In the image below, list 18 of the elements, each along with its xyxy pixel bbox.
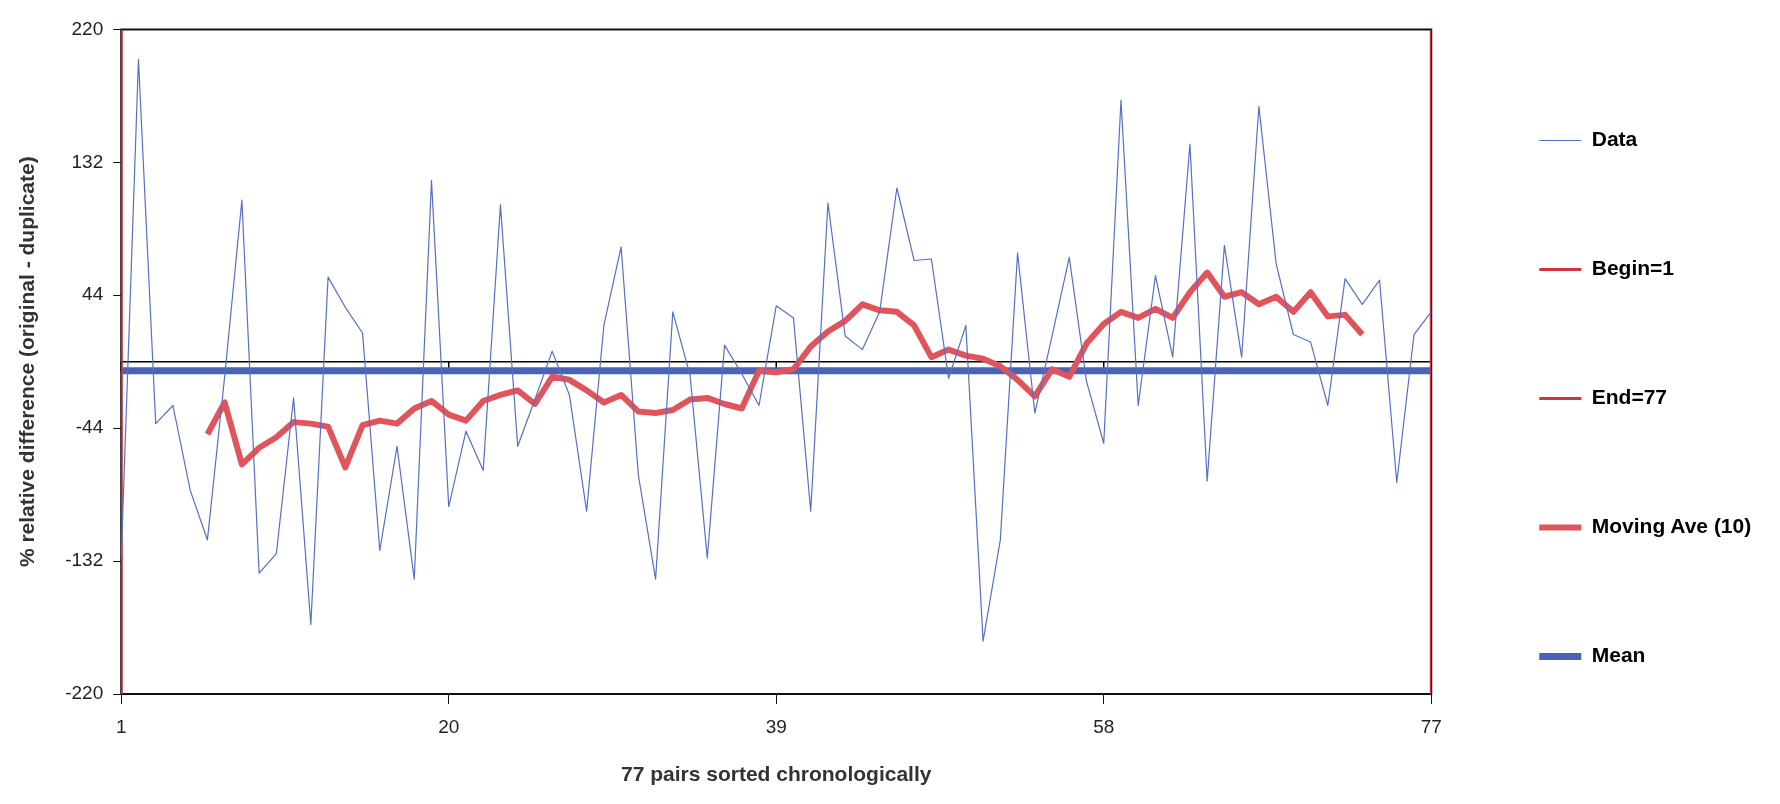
y-tick-label: 44 <box>82 283 104 305</box>
legend-label: End=77 <box>1591 385 1668 409</box>
x-tick-label: 58 <box>1093 715 1115 737</box>
legend-label: Mean <box>1591 643 1646 667</box>
legend-label: Begin=1 <box>1591 256 1675 280</box>
y-tick-label: -132 <box>65 549 104 571</box>
x-tick-label: 77 <box>1420 715 1442 737</box>
legend-label: Data <box>1591 127 1638 151</box>
y-tick-label: -220 <box>65 682 104 704</box>
x-tick-label: 1 <box>115 715 127 737</box>
x-axis-title: 77 pairs sorted chronologically <box>621 762 932 786</box>
y-tick-label: 220 <box>71 17 104 39</box>
x-tick-label: 39 <box>765 715 787 737</box>
y-axis-title: % relative difference (original - duplicate) <box>15 156 39 568</box>
x-tick-label: 20 <box>438 715 460 737</box>
y-tick-label: -44 <box>75 416 104 438</box>
legend-label: Moving Ave (10) <box>1591 514 1752 538</box>
y-tick-label: 132 <box>71 150 104 172</box>
